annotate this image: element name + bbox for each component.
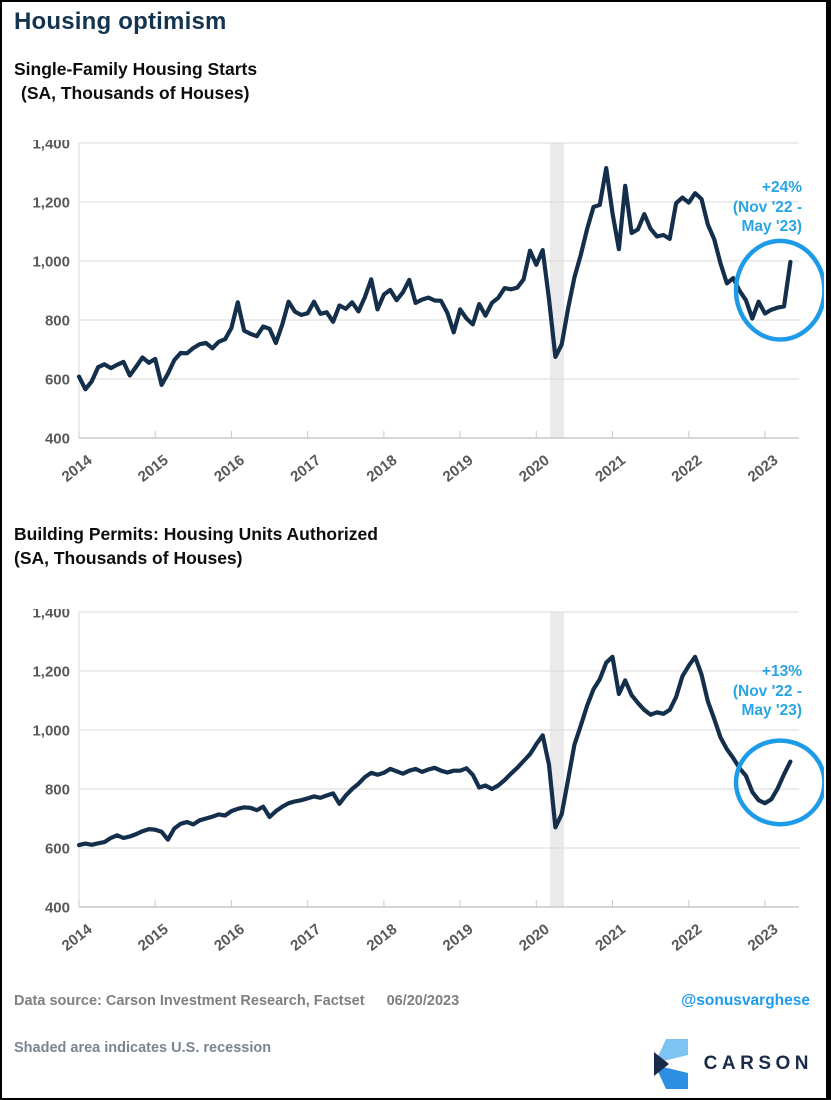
y-tick-label: 800 — [45, 313, 70, 330]
data-line — [76, 654, 793, 848]
x-tick-label: 2020 — [516, 452, 553, 486]
chart1-title: Single-Family Housing Starts (SA, Thousa… — [14, 58, 257, 105]
x-tick-label: 2022 — [668, 921, 705, 955]
chart2-title: Building Permits: Housing Units Authoriz… — [14, 523, 378, 570]
x-tick-label: 2023 — [745, 921, 782, 955]
x-tick-label: 2016 — [211, 452, 248, 486]
logo-bottom-shape — [654, 1065, 688, 1089]
y-tick-label: 1,200 — [32, 195, 70, 212]
recession-band — [550, 612, 564, 907]
y-tick-label: 400 — [45, 431, 70, 448]
y-tick-label: 800 — [45, 782, 70, 799]
carson-logo-text: CARSON — [703, 1053, 813, 1074]
y-tick-label: 600 — [45, 372, 70, 389]
x-tick-label: 2015 — [135, 452, 172, 486]
y-tick-label: 600 — [45, 841, 70, 858]
highlight-ellipse — [733, 738, 824, 827]
x-tick-label: 2017 — [287, 452, 324, 486]
x-tick-label: 2019 — [440, 452, 477, 486]
chart2-title-line1: Building Permits: Housing Units Authoriz… — [14, 524, 378, 544]
y-tick-label: 1,200 — [32, 664, 70, 681]
chart1-title-line1: Single-Family Housing Starts — [14, 59, 258, 79]
x-tick-label: 2020 — [516, 921, 553, 955]
chart1-title-line2: (SA, Thousands of Houses) — [21, 82, 250, 103]
chart2-title-line2: (SA, Thousands of Houses) — [14, 547, 243, 568]
data-source-text: Data source: Carson Investment Research,… — [14, 993, 459, 1009]
x-tick-label: 2018 — [364, 921, 401, 955]
footer-source-row: Data source: Carson Investment Research,… — [14, 992, 810, 1010]
x-tick-label: 2014 — [59, 920, 96, 954]
x-tick-label: 2021 — [592, 452, 629, 486]
logo-top-shape — [654, 1039, 688, 1063]
chart1-annotation: +24% (Nov '22 - May '23) — [732, 179, 802, 235]
y-tick-label: 1,400 — [32, 140, 70, 153]
carson-logo-icon — [653, 1039, 688, 1089]
recession-band — [550, 143, 564, 438]
recession-note: Shaded area indicates U.S. recession — [14, 1040, 272, 1056]
logo-play-triangle — [653, 1052, 669, 1076]
x-tick-label: 2022 — [668, 452, 705, 486]
x-tick-label: 2019 — [440, 921, 477, 955]
x-tick-label: 2016 — [211, 921, 248, 955]
housing-starts-chart: 400 600 800 1,000 1,200 1,400 2014 2015 2016 2017… — [32, 140, 824, 486]
page-title: Housing optimism — [14, 8, 227, 35]
date-text: 06/20/2023 — [386, 993, 460, 1009]
twitter-handle: @sonusvarghese — [681, 992, 810, 1009]
chart2-annotation: +13% (Nov '22 - May '23) — [732, 663, 802, 719]
data-line — [76, 166, 793, 392]
y-tick-label: 1,000 — [32, 254, 70, 271]
highlight-ellipse — [733, 238, 824, 342]
x-tick-label: 2023 — [745, 452, 782, 486]
building-permits-chart: 400 600 800 1,000 1,200 1,400 2014 2015 2016 2017… — [32, 609, 824, 955]
carson-logo: CARSON — [650, 1038, 813, 1090]
y-tick-label: 400 — [45, 900, 70, 917]
x-tick-label: 2021 — [592, 921, 629, 955]
y-tick-label: 1,000 — [32, 723, 70, 740]
data-source-label: Data source: Carson Investment Research,… — [14, 993, 365, 1009]
x-tick-label: 2017 — [287, 921, 324, 955]
x-tick-label: 2014 — [59, 451, 96, 485]
y-tick-label: 1,400 — [32, 609, 70, 622]
x-tick-label: 2015 — [135, 921, 172, 955]
x-tick-label: 2018 — [364, 452, 401, 486]
